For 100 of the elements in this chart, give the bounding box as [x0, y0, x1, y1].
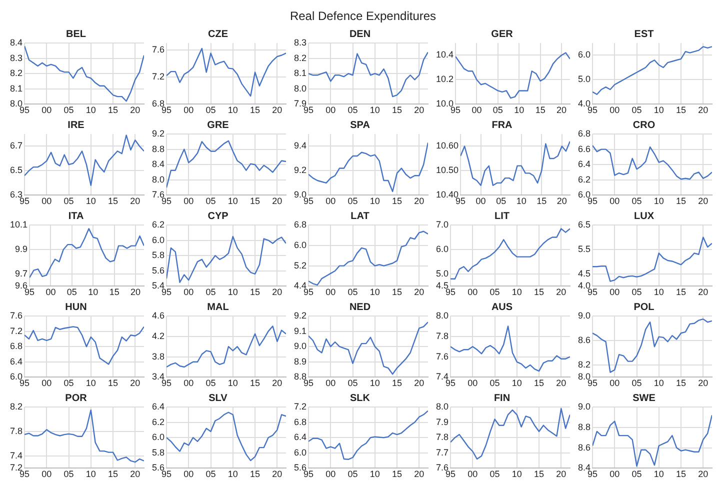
- y-tick-label: 5.0: [578, 74, 591, 84]
- x-tick-label: 05: [64, 378, 74, 388]
- y-tick-label: 7.2: [294, 401, 307, 412]
- x-tick-label: 00: [610, 196, 620, 206]
- chart-title: GRE: [207, 120, 230, 131]
- x-tick-label: 05: [492, 105, 503, 116]
- y-tick-label: 9.0: [578, 310, 591, 320]
- y-tick-label: 10.60: [436, 140, 459, 151]
- y-tick-label: 6.0: [294, 447, 307, 458]
- x-tick-label: 20: [272, 105, 282, 116]
- x-tick-label: 20: [556, 469, 566, 480]
- y-tick-label: 6.4: [294, 432, 307, 442]
- y-tick-label: 8.6: [578, 442, 591, 452]
- x-tick-label: 95: [162, 378, 172, 388]
- y-tick-label: 7.8: [436, 330, 449, 341]
- y-tick-label: 7.6: [10, 310, 23, 320]
- x-tick-label: 05: [206, 378, 216, 388]
- y-tick-label: 9.7: [15, 268, 28, 278]
- chart-title: EST: [634, 28, 654, 40]
- x-tick-label: 10: [370, 378, 380, 388]
- y-tick-label: 5.2: [294, 260, 307, 270]
- y-tick-label: 9.0: [578, 401, 591, 412]
- x-tick-label: 10: [86, 105, 96, 116]
- x-tick-label: 95: [20, 196, 30, 206]
- x-tick-label: 00: [46, 287, 56, 298]
- y-tick-label: 6.5: [578, 219, 591, 230]
- chart-title: LAT: [350, 210, 370, 222]
- x-tick-label: 05: [490, 469, 500, 480]
- x-tick-label: 20: [414, 287, 424, 298]
- y-tick-label: 3.8: [152, 351, 165, 362]
- x-tick-label: 10: [654, 378, 664, 388]
- chart-title: BEL: [66, 28, 86, 40]
- x-tick-label: 10: [514, 105, 524, 116]
- x-tick-label: 15: [392, 196, 402, 206]
- y-tick-label: 8.4: [152, 159, 165, 170]
- x-tick-label: 10: [228, 378, 238, 388]
- y-tick-label: 7.6: [152, 44, 165, 54]
- x-tick-label: 05: [632, 287, 642, 298]
- x-tick-label: 20: [272, 378, 282, 388]
- chart-title: MAL: [207, 302, 229, 313]
- chart-title: SPA: [350, 120, 370, 131]
- y-tick-label: 9.2: [294, 310, 307, 320]
- y-tick-label: 7.8: [436, 432, 449, 442]
- y-tick-label: 8.0: [294, 83, 307, 94]
- x-tick-label: 10: [228, 105, 238, 116]
- x-tick-label: 00: [476, 196, 486, 206]
- x-tick-label: 10: [86, 469, 96, 480]
- x-tick-label: 00: [184, 287, 194, 298]
- x-tick-label: 15: [534, 287, 544, 298]
- x-tick-label: 15: [250, 196, 260, 206]
- y-tick-label: 4.2: [152, 330, 165, 341]
- x-tick-label: 10: [228, 287, 238, 298]
- x-tick-label: 20: [272, 287, 282, 298]
- x-tick-label: 05: [348, 105, 358, 116]
- x-tick-label: 00: [472, 105, 482, 116]
- y-tick-label: 6.8: [294, 219, 307, 230]
- x-tick-label: 15: [392, 378, 402, 388]
- x-tick-label: 95: [20, 469, 30, 480]
- x-tick-label: 20: [556, 378, 566, 388]
- chart-title: NED: [349, 302, 371, 313]
- y-tick-label: 6.8: [578, 128, 591, 138]
- y-tick-label: 9.2: [294, 165, 307, 176]
- y-tick-label: 6.5: [10, 165, 23, 176]
- x-tick-label: 95: [304, 469, 314, 480]
- x-tick-label: 20: [556, 196, 567, 206]
- x-tick-label: 05: [206, 287, 216, 298]
- x-tick-label: 20: [556, 287, 566, 298]
- x-tick-label: 10: [512, 378, 522, 388]
- x-tick-label: 95: [304, 287, 314, 298]
- chart-title: IRE: [68, 120, 85, 131]
- chart-title: CZE: [208, 28, 228, 40]
- y-tick-label: 7.2: [10, 326, 23, 336]
- x-tick-label: 00: [184, 378, 194, 388]
- x-tick-label: 95: [588, 105, 598, 116]
- y-tick-label: 8.1: [294, 68, 307, 78]
- y-tick-label: 8.1: [10, 83, 23, 94]
- x-tick-label: 05: [632, 196, 642, 206]
- chart-title: GER: [491, 28, 514, 40]
- x-tick-label: 00: [610, 469, 620, 480]
- x-tick-label: 20: [130, 105, 140, 116]
- y-tick-label: 7.2: [152, 71, 165, 82]
- chart-title: HUN: [65, 302, 87, 313]
- x-tick-label: 15: [250, 469, 260, 480]
- y-tick-label: 7.6: [436, 351, 449, 362]
- x-tick-label: 00: [468, 378, 478, 388]
- y-tick-label: 6.4: [10, 356, 23, 366]
- y-tick-label: 8.9: [294, 356, 307, 366]
- x-tick-label: 05: [490, 287, 500, 298]
- y-tick-label: 9.4: [294, 140, 307, 151]
- x-tick-label: 20: [698, 378, 708, 388]
- x-tick-label: 00: [42, 378, 52, 388]
- y-tick-label: 4.6: [152, 310, 165, 320]
- y-tick-label: 8.2: [578, 359, 591, 370]
- y-tick-label: 7.9: [436, 416, 449, 427]
- x-tick-label: 95: [450, 105, 461, 116]
- y-tick-label: 6.2: [152, 219, 165, 230]
- x-tick-label: 00: [42, 105, 52, 116]
- x-tick-label: 05: [66, 287, 77, 298]
- x-tick-label: 05: [348, 196, 358, 206]
- x-tick-label: 20: [698, 196, 708, 206]
